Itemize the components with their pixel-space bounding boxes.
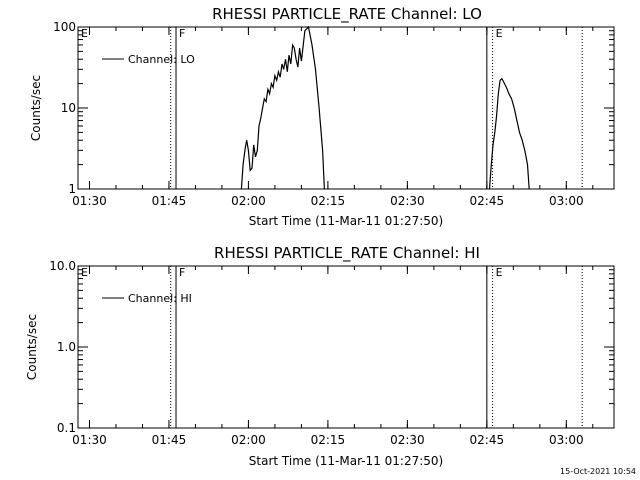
- panel-lo-plot-frame: [77, 26, 615, 190]
- x-tick-label: 02:45: [470, 433, 505, 447]
- y-tick-label: 10.0: [49, 259, 76, 273]
- y-tick-label: 10: [61, 101, 76, 115]
- time-marker-label: F: [179, 266, 185, 279]
- panel-hi-y-axis: 0.1 1.0 10.0: [49, 259, 614, 435]
- y-tick-label: 0.1: [57, 421, 76, 435]
- panel-hi-title: RHESSI PARTICLE_RATE Channel: HI: [214, 244, 480, 263]
- x-tick-label: 02:15: [311, 433, 346, 447]
- panel-lo-x-axis: 01:30 01:45 02:00 02:15 02:30 02:45 03:00: [72, 27, 594, 208]
- panel-hi-legend-label: Channel: HI: [128, 292, 192, 305]
- panel-lo-legend-label: Channel: LO: [128, 53, 195, 66]
- panel-hi-plot-frame: [77, 265, 615, 429]
- time-marker-label: E: [496, 266, 503, 279]
- x-tick-label: 02:45: [470, 194, 505, 208]
- x-tick-label: 02:30: [390, 194, 425, 208]
- time-marker-label: E: [81, 27, 88, 40]
- series-line: [488, 77, 530, 190]
- panel-hi-x-axis: 01:30 01:45 02:00 02:15 02:30 02:45 03:00: [72, 266, 594, 447]
- panel-hi: RHESSI PARTICLE_RATE Channel: HI E F E 0.1…: [25, 244, 615, 468]
- x-tick-label: 02:30: [390, 433, 425, 447]
- panel-lo-x-axis-label: Start Time (11-Mar-11 01:27:50): [249, 214, 443, 228]
- panel-lo-title: RHESSI PARTICLE_RATE Channel: LO: [212, 5, 482, 24]
- panel-lo-legend: Channel: LO: [102, 53, 195, 66]
- y-tick-label: 1.0: [57, 340, 76, 354]
- panel-hi-y-axis-label: Counts/sec: [25, 314, 39, 380]
- panel-hi-x-axis-label: Start Time (11-Mar-11 01:27:50): [249, 454, 443, 468]
- x-tick-label: 01:30: [72, 433, 107, 447]
- x-tick-label: 02:00: [231, 433, 266, 447]
- y-tick-label: 1: [68, 182, 76, 196]
- x-tick-label: 02:15: [311, 194, 346, 208]
- panel-lo-series: [240, 25, 530, 190]
- x-tick-label: 01:30: [72, 194, 107, 208]
- panel-hi-legend: Channel: HI: [102, 292, 192, 305]
- x-tick-label: 02:00: [231, 194, 266, 208]
- y-tick-label: 100: [53, 20, 76, 34]
- time-marker-label: E: [496, 27, 503, 40]
- x-tick-label: 03:00: [549, 194, 584, 208]
- x-tick-label: 01:45: [152, 433, 187, 447]
- creation-timestamp: 15-Oct-2021 10:54: [560, 467, 636, 476]
- x-tick-label: 03:00: [549, 433, 584, 447]
- series-line: [240, 25, 325, 190]
- time-marker-label: F: [179, 27, 185, 40]
- panel-lo-y-axis-label: Counts/sec: [29, 75, 43, 141]
- time-marker-label: E: [81, 266, 88, 279]
- panel-lo: RHESSI PARTICLE_RATE Channel: LO E F E 1 10…: [29, 5, 615, 228]
- panel-lo-y-axis: 1 10 100: [53, 20, 614, 196]
- x-tick-label: 01:45: [152, 194, 187, 208]
